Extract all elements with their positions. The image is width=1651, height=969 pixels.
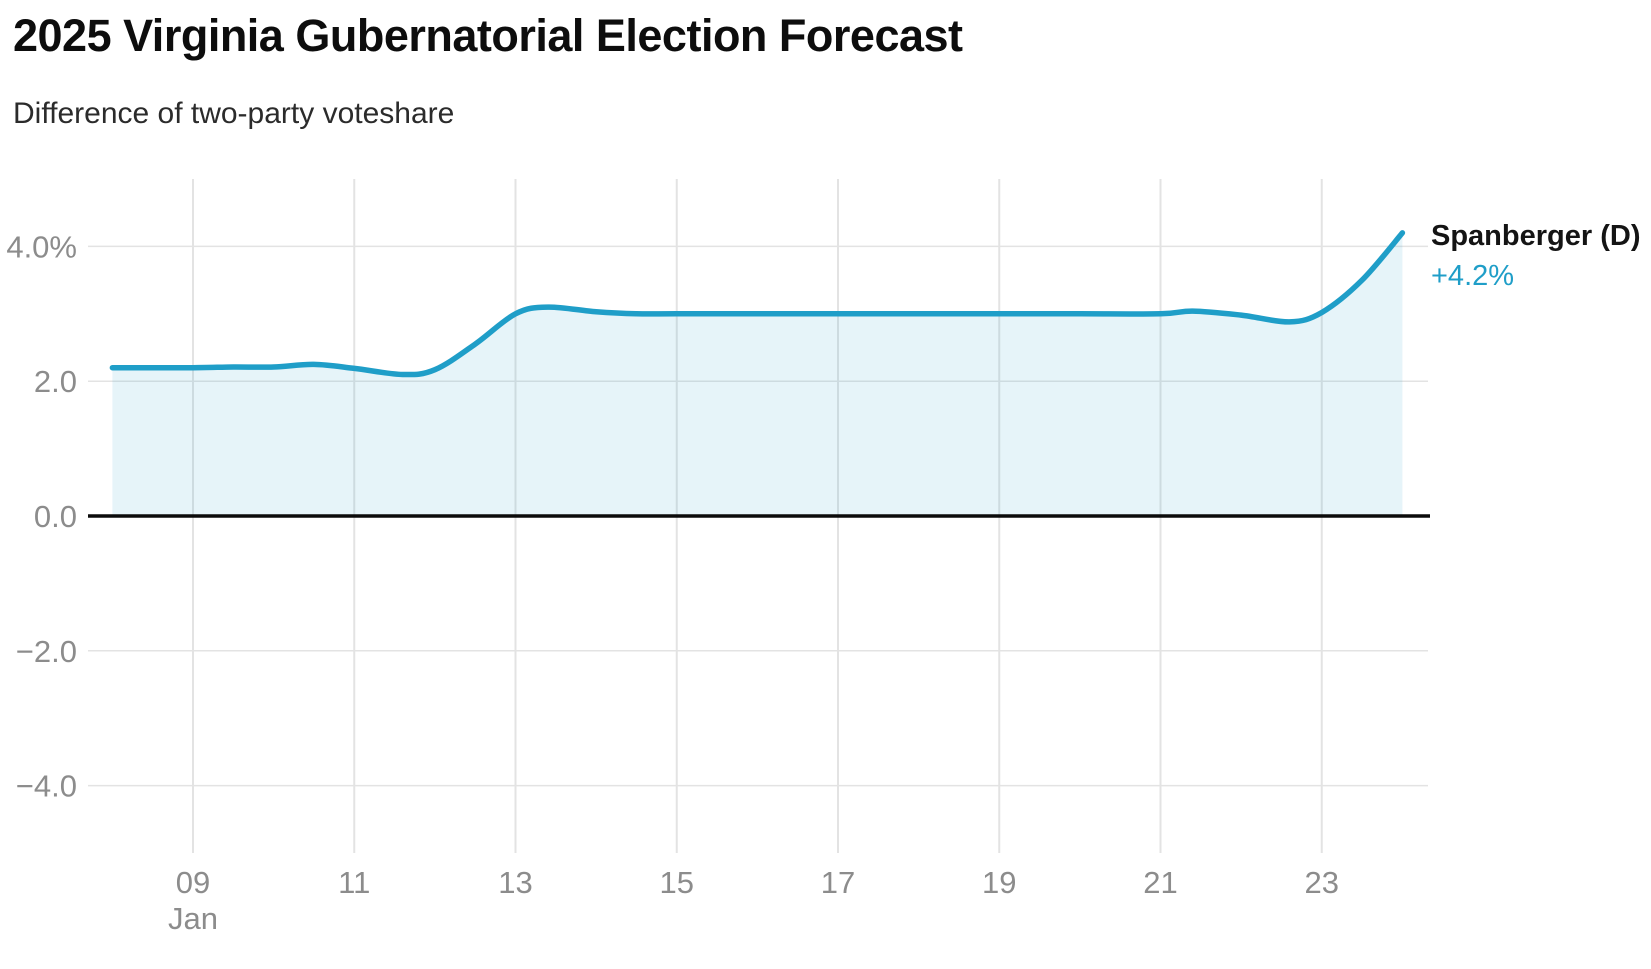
forecast-line (109, 230, 1406, 378)
y-axis-tick-label: 0.0 (34, 499, 77, 534)
y-axis-tick-label: 2.0 (34, 364, 77, 399)
x-axis-tick-label: 23 (1305, 865, 1339, 900)
chart-title: 2025 Virginia Gubernatorial Election For… (13, 10, 963, 61)
x-axis-tick-label: 15 (660, 865, 694, 900)
y-axis-tick-label: −2.0 (16, 634, 77, 669)
x-axis-tick-label: 21 (1143, 865, 1177, 900)
x-axis-tick-label: 17 (821, 865, 855, 900)
chart-subtitle: Difference of two-party voteshare (13, 97, 455, 130)
x-axis-tick-label: 19 (982, 865, 1016, 900)
x-axis-tick-label: 13 (498, 865, 532, 900)
x-axis-month-label: Jan (168, 901, 218, 936)
y-axis-tick-label: 4.0% (6, 229, 77, 264)
candidate-margin-label: +4.2% (1431, 260, 1515, 292)
x-axis-tick-label: 11 (338, 865, 370, 900)
candidate-name-label: Spanberger (D) (1431, 220, 1641, 252)
series-end-label: Spanberger (D) +4.2% (1431, 216, 1640, 296)
forecast-area-fill (112, 232, 1403, 516)
y-axis-tick-label: −4.0 (16, 769, 77, 804)
x-axis-tick-label: 09 (176, 865, 210, 900)
